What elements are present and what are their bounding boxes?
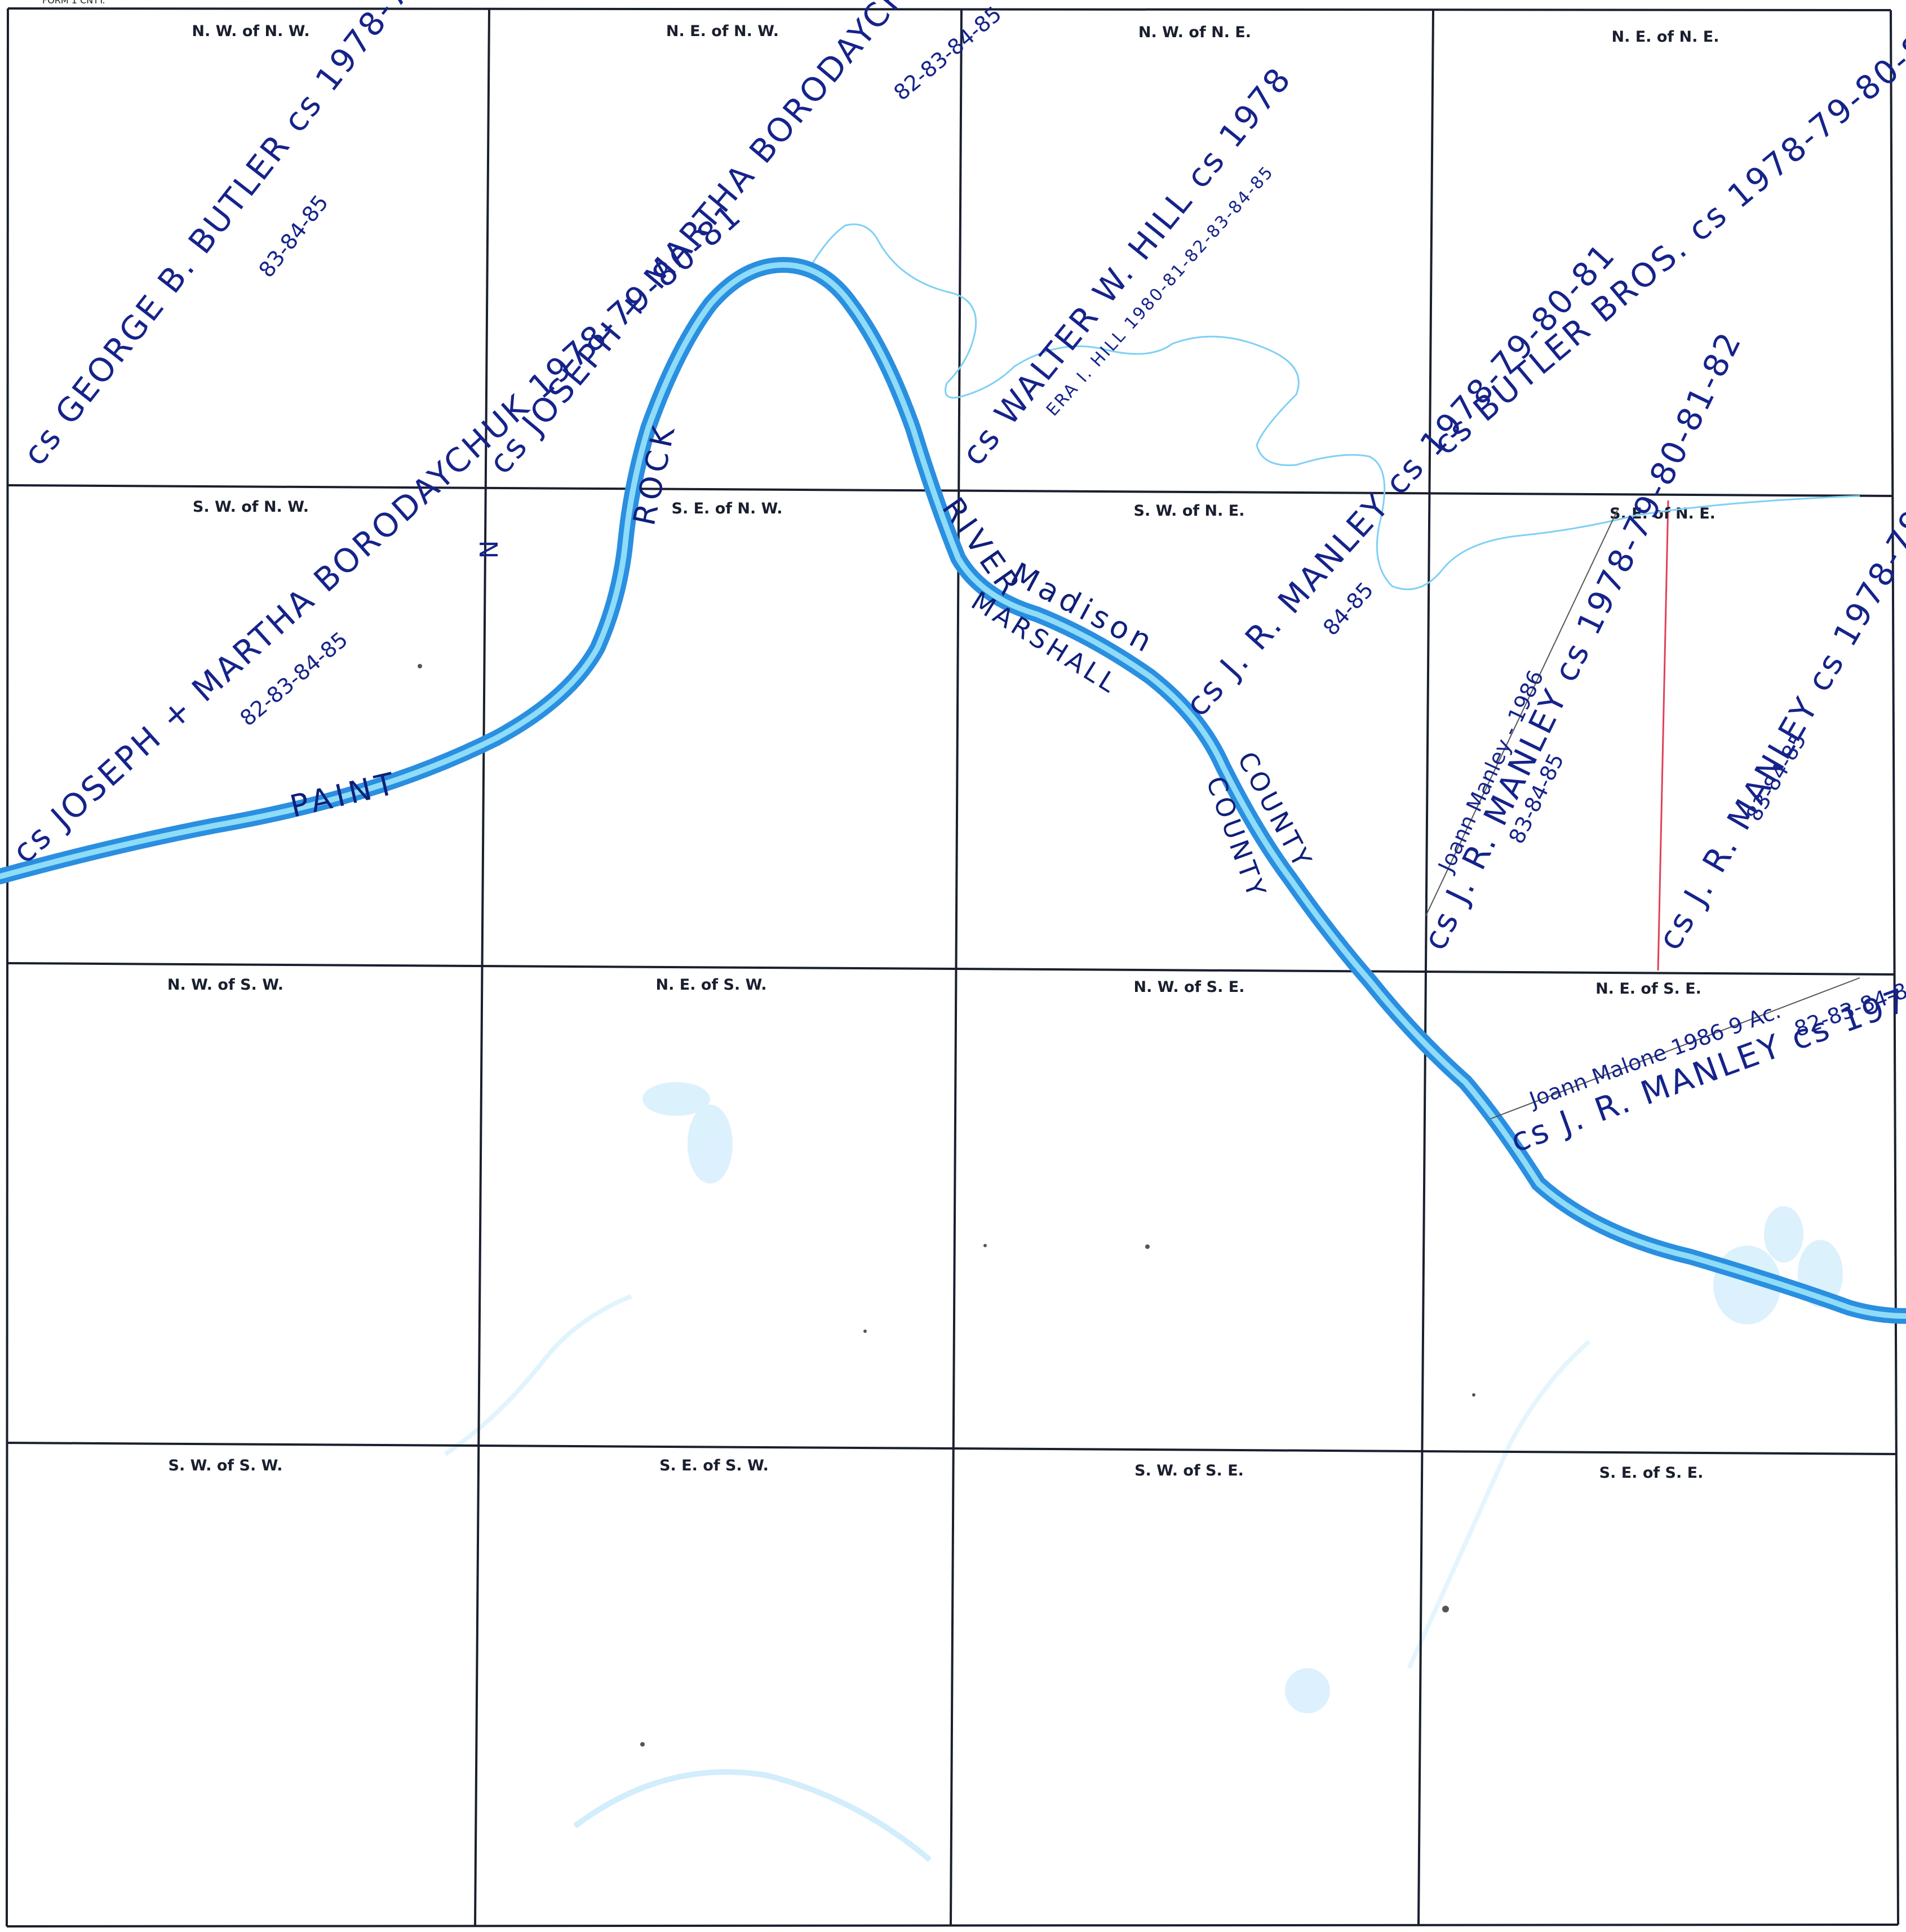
owner-walter-hill: cs WALTER W. HILL cs 1978 — [954, 59, 1299, 473]
annotation-manley-ne-se: Joann Malone 1986 9 Ac. cs J. R. MANLEY … — [1490, 911, 1906, 1160]
cell-label-ne-sw: N. E. of S. W. — [656, 976, 767, 994]
cell-label-ne-nw: N. E. of N. W. — [666, 23, 779, 40]
grid-border-top — [7, 7, 1891, 11]
grid-col-line-2 — [950, 9, 963, 1926]
years-borodaychuk-ne-nw: 82-83-84-85 — [889, 1, 1007, 105]
label-paint: PAINT — [287, 765, 402, 824]
grid-col-line-3 — [1417, 10, 1434, 1926]
grid-border-right — [1890, 10, 1899, 1925]
cell-label-se-nw: S. E. of N. W. — [672, 500, 783, 517]
cell-label-sw-ne: S. W. of N. E. — [1134, 502, 1245, 520]
red-boundary-line — [1657, 500, 1669, 971]
grid-row-line-2 — [7, 962, 1896, 976]
cell-label-nw-sw: N. W. of S. W. — [167, 976, 283, 994]
cell-label-nw-ne: N. W. of N. E. — [1138, 24, 1251, 41]
cell-label-ne-ne: N. E. of N. E. — [1611, 28, 1719, 46]
split-line-se-ne — [1425, 509, 1618, 916]
grid-border-bottom — [6, 1924, 1899, 1927]
faint-creek-lower — [573, 1769, 932, 1862]
grid-col-line-1 — [474, 8, 490, 1927]
river-channel — [0, 256, 1906, 1324]
river-band — [0, 256, 1906, 1324]
owner-george-butler: cs GEORGE B. BUTLER cs 1978-79 — [15, 0, 432, 473]
section-grid — [6, 7, 1899, 1927]
grid-border-left — [6, 8, 9, 1927]
annotation-walter-hill: cs WALTER W. HILL cs 1978 ERA I. HILL 19… — [954, 59, 1299, 473]
cell-label-sw-sw: S. W. of S. W. — [169, 1457, 283, 1474]
faint-creek-right — [1407, 1339, 1591, 1669]
cell-label-ne-se: N. E. of S. E. — [1595, 980, 1701, 998]
cell-label-se-se: S. E. of S. E. — [1599, 1464, 1704, 1482]
river-inner-line — [0, 262, 1906, 1319]
grid-row-line-3 — [6, 1442, 1898, 1455]
form-header-text: FORM 1 CNTY. — [42, 0, 105, 6]
cell-label-sw-nw: S. W. of N. W. — [193, 498, 309, 516]
pencil-dots — [418, 664, 1475, 1747]
background-smudges — [642, 1082, 1843, 1713]
cell-label-sw-se: S. W. of S. E. — [1134, 1462, 1244, 1479]
cell-label-se-sw: S. E. of S. W. — [659, 1457, 769, 1474]
faint-creek-left — [444, 1294, 632, 1456]
creek-line — [810, 223, 1860, 591]
years-george-butler: 83-84-85 — [254, 190, 333, 282]
annotation-george-butler: cs GEORGE B. BUTLER cs 1978-79 83-84-85 — [15, 0, 432, 473]
cell-labels: N. W. of N. W. N. E. of N. W. N. W. of N… — [167, 23, 1719, 1482]
cell-label-nw-nw: N. W. of N. W. — [192, 23, 309, 40]
grid-row-line-1 — [7, 484, 1894, 497]
split-line-ne-se — [1490, 977, 1860, 1119]
north-arrow-n: N — [475, 540, 504, 559]
cell-label-nw-se: N. W. of S. E. — [1134, 978, 1245, 996]
